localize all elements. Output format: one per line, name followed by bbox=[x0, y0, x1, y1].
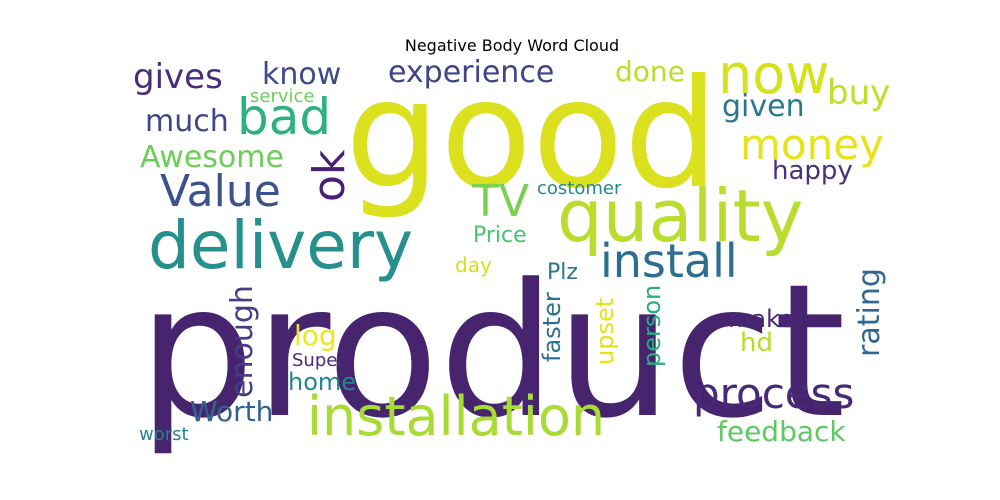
word-gives: gives bbox=[133, 57, 223, 97]
word-value: Value bbox=[160, 166, 281, 217]
word-price: Price bbox=[473, 223, 527, 248]
word-good: good bbox=[345, 48, 719, 222]
word-installation: installation bbox=[307, 385, 606, 448]
word-awesome: Awesome bbox=[140, 140, 284, 175]
word-product: product bbox=[138, 245, 846, 459]
word-ok: ok bbox=[304, 149, 355, 202]
word-costomer: costomer bbox=[537, 178, 622, 199]
word-person: person bbox=[638, 284, 666, 367]
word-install: install bbox=[600, 234, 738, 288]
word-rating: rating bbox=[852, 268, 887, 357]
word-done: done bbox=[615, 55, 685, 88]
word-now: now bbox=[718, 43, 830, 106]
word-given: given bbox=[722, 89, 805, 124]
word-tv: TV bbox=[472, 176, 529, 227]
word-faster: faster bbox=[538, 292, 566, 362]
word-make: make bbox=[728, 305, 794, 333]
word-much: much bbox=[145, 104, 229, 139]
word-quality: quality bbox=[557, 174, 804, 258]
word-buy: buy bbox=[827, 73, 891, 113]
chart-title: Negative Body Word Cloud bbox=[404, 36, 620, 55]
word-super: Super bbox=[292, 350, 345, 371]
word-money: money bbox=[740, 120, 884, 169]
word-bad: bad bbox=[237, 88, 332, 146]
word-upset: upset bbox=[591, 297, 619, 365]
word-worth: Worth bbox=[190, 395, 274, 428]
word-home: home bbox=[288, 368, 357, 396]
word-delivery: delivery bbox=[148, 207, 414, 284]
word-hd: hd bbox=[740, 328, 773, 358]
word-service: service bbox=[250, 86, 315, 107]
word-know: know bbox=[262, 57, 342, 92]
word-happy: happy bbox=[772, 156, 853, 186]
word-feedback: feedback bbox=[717, 415, 846, 448]
word-experience: experience bbox=[388, 55, 555, 90]
word-enough: enough bbox=[225, 285, 260, 398]
word-plz: Plz bbox=[547, 260, 578, 285]
word-log: log bbox=[294, 319, 337, 352]
word-day: day bbox=[455, 253, 492, 277]
word-worst: worst bbox=[139, 424, 189, 445]
word-process: process bbox=[693, 369, 855, 418]
